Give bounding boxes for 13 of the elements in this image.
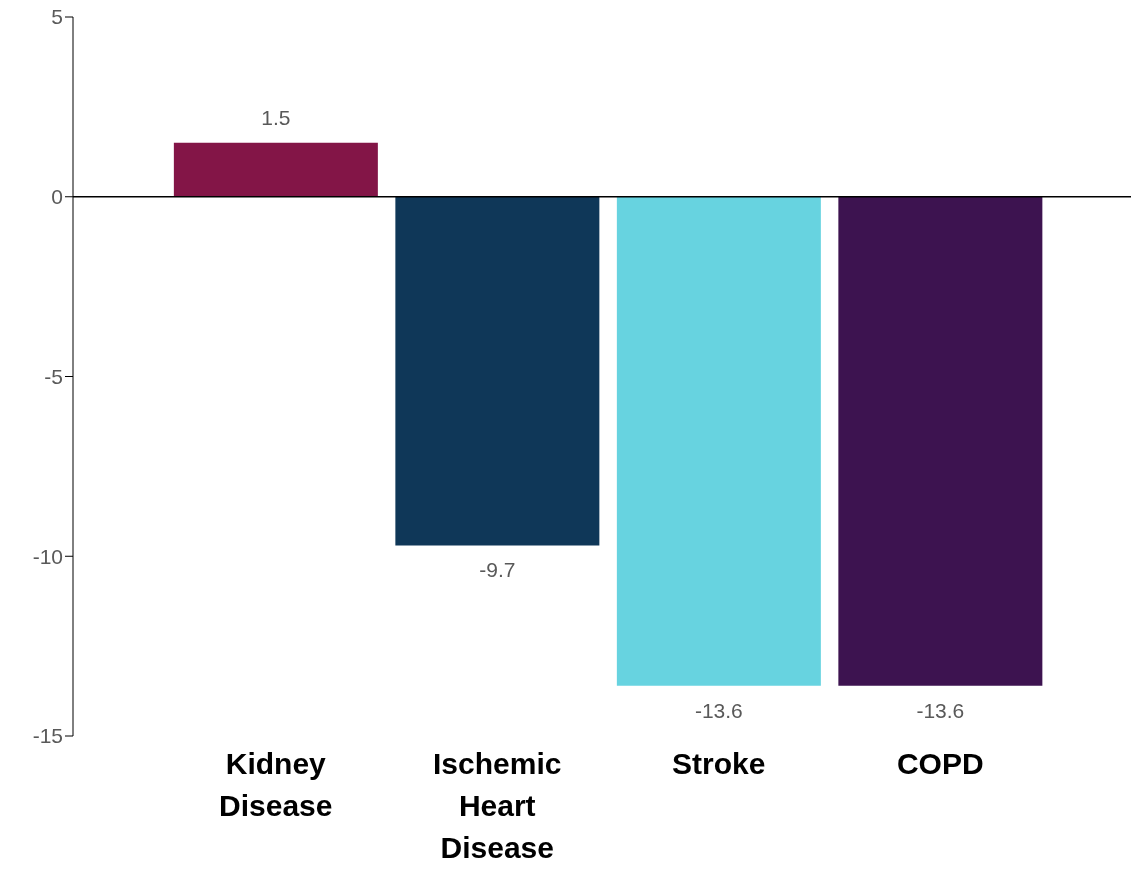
x-tick-label: Stroke (672, 747, 766, 780)
y-tick-label: 0 (51, 185, 63, 209)
x-tick-label: Kidney Disease (219, 747, 333, 822)
y-tick-label: 5 (51, 5, 63, 29)
data-label: 1.5 (261, 105, 291, 129)
y-tick-label: -10 (32, 544, 63, 568)
y-tick-label: -15 (32, 724, 63, 748)
data-label: -13.6 (916, 698, 965, 722)
y-tick-label: -5 (44, 364, 63, 388)
data-label: -13.6 (694, 698, 743, 722)
x-tick-label: COPD (896, 747, 984, 780)
data-label: -9.7 (479, 558, 516, 582)
x-tick-label: Ischemic Heart Disease (433, 747, 562, 864)
